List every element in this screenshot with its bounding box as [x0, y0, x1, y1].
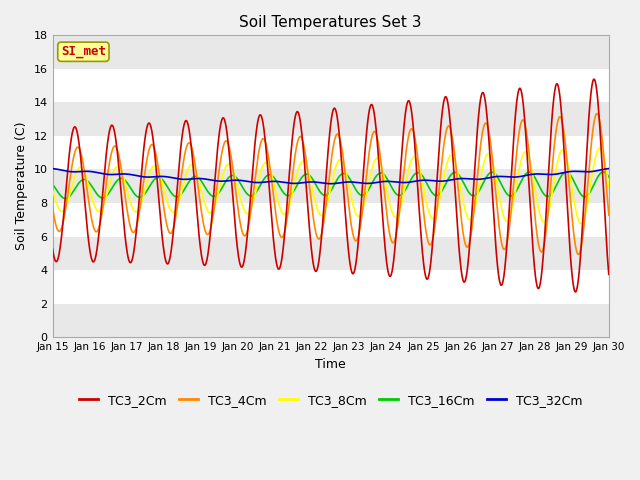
Text: SI_met: SI_met: [61, 45, 106, 58]
X-axis label: Time: Time: [316, 358, 346, 371]
Bar: [52, 270, 609, 303]
Legend: TC3_2Cm, TC3_4Cm, TC3_8Cm, TC3_16Cm, TC3_32Cm: TC3_2Cm, TC3_4Cm, TC3_8Cm, TC3_16Cm, TC3…: [74, 389, 587, 412]
Title: Soil Temperatures Set 3: Soil Temperatures Set 3: [239, 15, 422, 30]
Bar: [52, 237, 609, 270]
Bar: [52, 203, 609, 237]
Bar: [52, 36, 609, 69]
Bar: [52, 169, 609, 203]
Bar: [52, 136, 609, 169]
Bar: [52, 303, 609, 337]
Bar: [52, 102, 609, 136]
Y-axis label: Soil Temperature (C): Soil Temperature (C): [15, 122, 28, 251]
Bar: [52, 69, 609, 102]
